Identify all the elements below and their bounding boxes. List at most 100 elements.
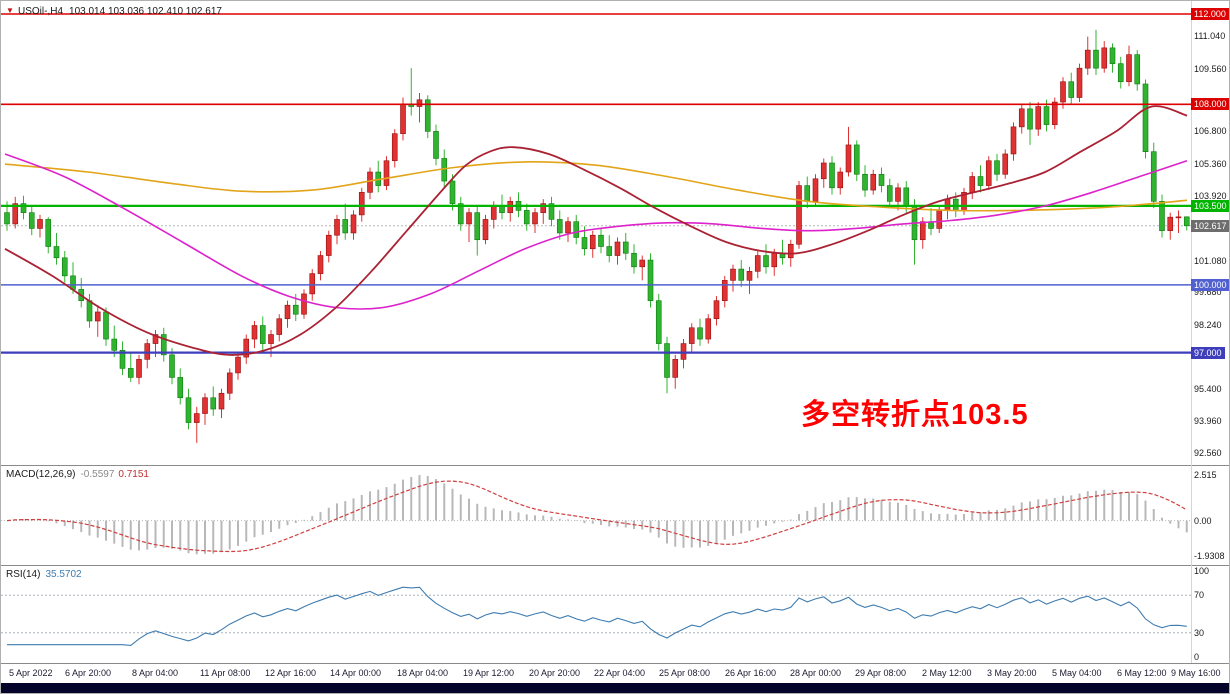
candle	[796, 185, 802, 245]
candle	[845, 144, 852, 173]
candle	[697, 327, 703, 340]
price-line-badge: 112.000	[1191, 8, 1229, 20]
candle	[350, 214, 357, 234]
candle	[317, 255, 324, 274]
candle	[177, 377, 184, 399]
candle	[746, 271, 753, 281]
rsi-name: RSI(14)	[6, 569, 41, 580]
candle	[1068, 81, 1075, 98]
candle	[268, 334, 274, 344]
rsi-axis-label: 0	[1194, 652, 1200, 662]
macd-main-value: -0.5597	[80, 469, 115, 480]
status-bar	[1, 683, 1229, 693]
candle	[639, 259, 646, 268]
price-line-badge: 103.500	[1191, 199, 1229, 212]
candle	[334, 219, 340, 236]
candle	[1051, 101, 1058, 125]
rsi-axis-label: 70	[1194, 590, 1205, 601]
candle	[713, 300, 720, 320]
chart-title: USOil-,H4 103.014 103.036 102.410 102.617	[18, 6, 222, 17]
candle	[457, 203, 464, 225]
candle	[1109, 47, 1116, 64]
ohlc-values: 103.014 103.036 102.410 102.617	[69, 6, 222, 17]
candle	[1167, 216, 1174, 232]
candle	[647, 259, 654, 301]
candle	[804, 185, 811, 202]
chart-annotation-text[interactable]: 多空转折点103.5	[801, 399, 1029, 431]
macd-name: MACD(12,26,9)	[6, 469, 76, 480]
time-axis-label: 28 Apr 00:00	[790, 668, 842, 678]
candle	[61, 257, 68, 277]
candle	[28, 212, 35, 229]
candle	[482, 219, 489, 241]
candle	[416, 99, 423, 107]
candle	[812, 178, 819, 202]
candle	[655, 300, 662, 344]
candle	[160, 334, 167, 356]
candle	[606, 246, 613, 256]
candle	[1101, 47, 1108, 69]
price-line-badge: 97.000	[1191, 346, 1225, 359]
rsi-axis-label: 30	[1194, 627, 1205, 638]
candle	[1159, 201, 1165, 232]
candle	[680, 343, 687, 360]
candle	[589, 234, 596, 250]
candle	[70, 275, 76, 290]
candle	[490, 205, 497, 220]
candle	[235, 356, 241, 374]
time-axis-label: 26 Apr 16:00	[725, 668, 777, 678]
candle	[548, 203, 555, 220]
candle	[367, 171, 373, 193]
time-axis-label: 19 Apr 12:00	[463, 668, 515, 678]
ma-fast-darkred	[4, 105, 1188, 356]
price-tick-label: 92.560	[1194, 447, 1222, 458]
time-axis-label: 8 Apr 04:00	[132, 668, 179, 678]
rsi-indicator-label: RSI(14) 35.5702	[6, 569, 82, 580]
time-axis-label: 6 May 12:00	[1117, 668, 1167, 678]
candle	[185, 397, 192, 423]
macd-axis-label: -1.9308	[1194, 550, 1225, 561]
time-axis-label: 20 Apr 20:00	[529, 668, 581, 678]
price-tick-label: 99.680	[1194, 287, 1222, 298]
time-axis-label: 22 Apr 04:00	[594, 668, 646, 678]
candle	[878, 173, 885, 186]
candle	[474, 212, 481, 241]
candle	[1142, 83, 1149, 152]
candle	[1134, 54, 1141, 85]
candle	[1117, 63, 1124, 83]
ma-mid-magenta	[4, 153, 1188, 310]
rsi-axis-label: 100	[1194, 566, 1210, 576]
candle	[1043, 106, 1050, 125]
time-axis-label: 29 Apr 08:00	[855, 668, 907, 678]
candle	[111, 338, 118, 351]
time-axis-label: 9 May 16:00	[1171, 668, 1221, 678]
candle	[1060, 81, 1066, 103]
candle	[952, 198, 959, 211]
candle	[581, 237, 588, 250]
candle	[383, 160, 390, 186]
time-axis-label: 25 Apr 08:00	[659, 668, 711, 678]
candle	[119, 350, 126, 369]
candle	[144, 343, 151, 360]
current-price-badge: 102.617	[1191, 219, 1229, 232]
time-axis-label: 11 Apr 08:00	[200, 668, 251, 678]
candle	[37, 219, 43, 229]
candle	[523, 210, 530, 225]
candle	[1010, 126, 1017, 155]
candle	[573, 221, 580, 238]
macd-indicator-label: MACD(12,26,9) -0.5597 0.7151	[6, 469, 149, 480]
candle	[614, 241, 621, 256]
candle	[837, 171, 844, 189]
candle	[169, 354, 175, 378]
candle	[853, 144, 860, 175]
candle	[309, 273, 316, 295]
candle	[936, 210, 943, 229]
candle	[622, 241, 629, 254]
candle	[193, 413, 200, 423]
candle	[985, 160, 992, 186]
time-axis-label: 5 Apr 2022	[9, 668, 53, 678]
candle	[507, 201, 514, 213]
macd-axis-label: 2.515	[1194, 469, 1217, 480]
candle	[556, 219, 563, 234]
